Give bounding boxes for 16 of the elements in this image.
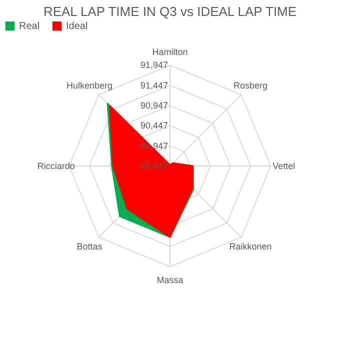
spoke-label: Raikkonen — [229, 242, 272, 252]
legend-label: Real — [19, 21, 40, 32]
spoke-label: Rosberg — [234, 80, 268, 90]
y-tick-label: 90,447 — [140, 120, 168, 131]
spoke-label: Ricciardo — [37, 161, 75, 171]
chart-title: REAL LAP TIME IN Q3 vs IDEAL LAP TIME — [43, 4, 297, 19]
y-tick-label: 90,947 — [140, 100, 168, 111]
spoke-label: Vettel — [272, 161, 296, 171]
y-tick-label: 91,447 — [140, 80, 168, 90]
spoke-label: Hulkenberg — [66, 80, 112, 90]
y-tick-label: 89,447 — [140, 161, 168, 171]
spoke-label: Bottas — [76, 242, 103, 252]
spoke-label: Hamilton — [152, 47, 188, 58]
legend-label: Ideal — [66, 21, 88, 32]
spoke-label: Massa — [156, 274, 184, 285]
y-tick-label: 91,947 — [140, 60, 168, 70]
